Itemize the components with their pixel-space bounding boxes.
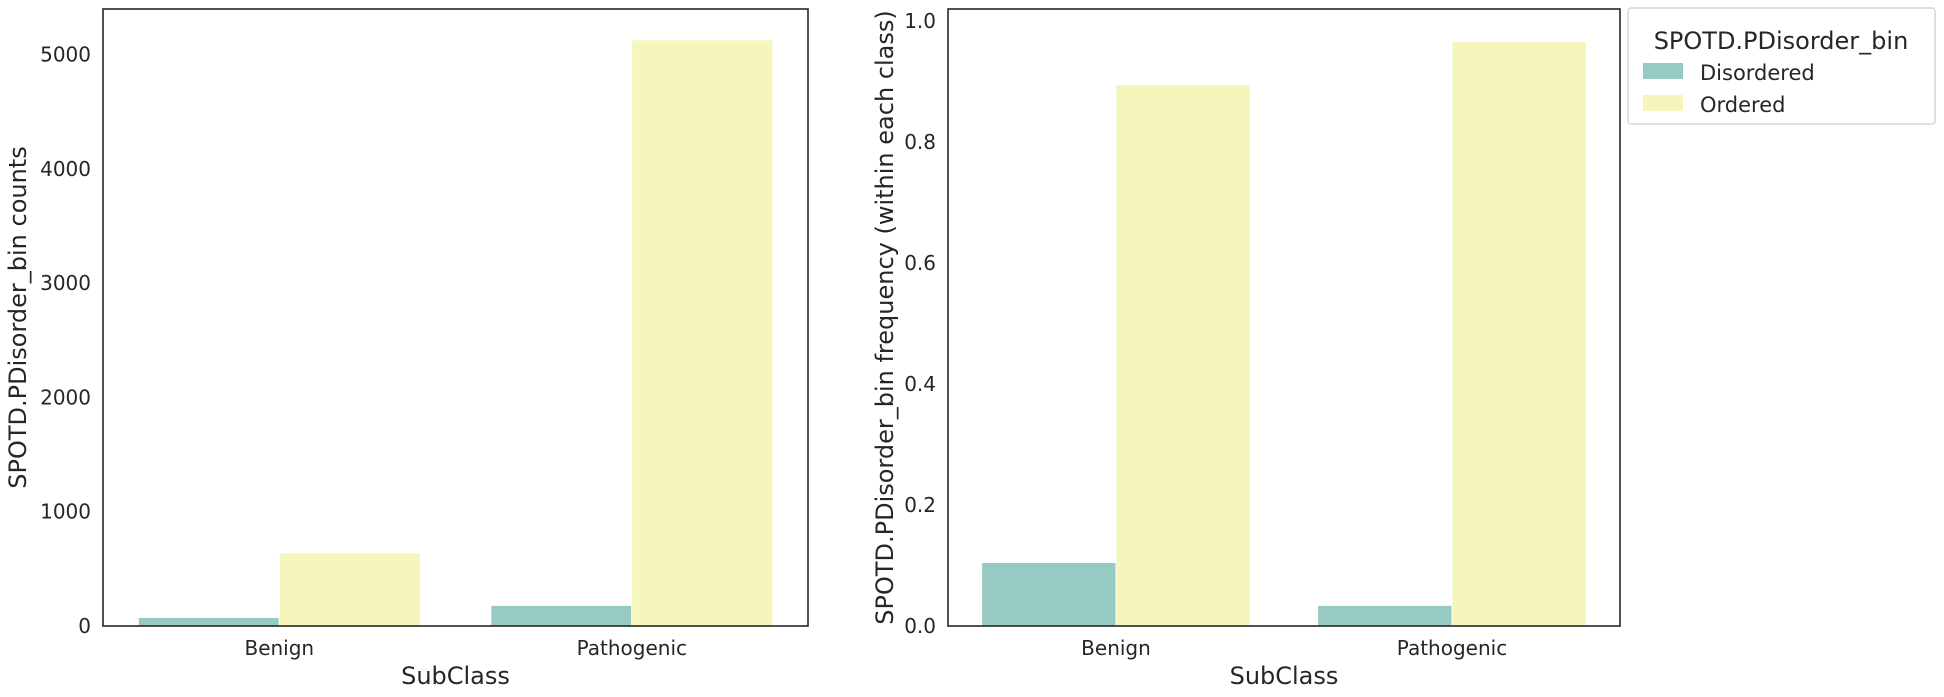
y-tick-label: 0.4 xyxy=(904,372,936,396)
y-tick-label: 1.0 xyxy=(904,9,936,33)
bar-disordered-benign xyxy=(981,562,1117,627)
y-tick-label: 1000 xyxy=(40,500,91,524)
y-tick-label: 0.8 xyxy=(904,130,936,154)
y-tick-label: 0.6 xyxy=(904,251,936,275)
x-axis-title: SubClass xyxy=(401,662,510,690)
legend-label-ordered: Ordered xyxy=(1700,93,1785,117)
x-tick-label: Pathogenic xyxy=(1397,636,1507,660)
legend-swatch-ordered xyxy=(1643,95,1683,111)
plot-frame xyxy=(102,8,809,627)
y-axis-title: SPOTD.PDisorder_bin counts xyxy=(4,146,32,488)
bar-ordered-pathogenic xyxy=(1451,41,1587,627)
x-tick-label: Benign xyxy=(244,636,314,660)
right-frequency-chart: 0.0 0.2 0.4 0.6 0.8 1.0 Benign Pathogenic SubCla… xyxy=(871,8,1621,690)
legend: SPOTD.PDisorder_bin Disordered Ordered xyxy=(1627,7,1936,125)
legend-frame xyxy=(1627,7,1936,125)
y-tick-label: 3000 xyxy=(40,271,91,295)
bar-ordered-pathogenic xyxy=(631,39,774,627)
y-tick-label: 4000 xyxy=(40,157,91,181)
legend-title: SPOTD.PDisorder_bin xyxy=(1654,27,1909,55)
y-tick-label: 5000 xyxy=(40,43,91,67)
y-tick-label: 0.2 xyxy=(904,493,936,517)
y-tick-label: 0.0 xyxy=(904,614,936,638)
left-count-chart: 0 1000 2000 3000 4000 5000 Benign Pathogenic Sub… xyxy=(4,8,809,690)
y-tick-label: 2000 xyxy=(40,386,91,410)
legend-label-disordered: Disordered xyxy=(1700,61,1815,85)
y-tick-label: 0 xyxy=(78,614,91,638)
bar-ordered-benign xyxy=(278,552,421,627)
x-tick-label: Benign xyxy=(1081,636,1151,660)
x-axis-title: SubClass xyxy=(1230,662,1339,690)
bar-disordered-pathogenic xyxy=(490,604,633,627)
bar-disordered-pathogenic xyxy=(1317,604,1453,627)
x-tick-label: Pathogenic xyxy=(577,636,687,660)
bar-ordered-benign xyxy=(1115,84,1251,627)
legend-swatch-disordered xyxy=(1643,63,1683,79)
y-axis-title: SPOTD.PDisorder_bin frequency (within ea… xyxy=(871,10,899,624)
plot-frame xyxy=(947,8,1621,627)
bar-disordered-benign xyxy=(137,616,280,627)
